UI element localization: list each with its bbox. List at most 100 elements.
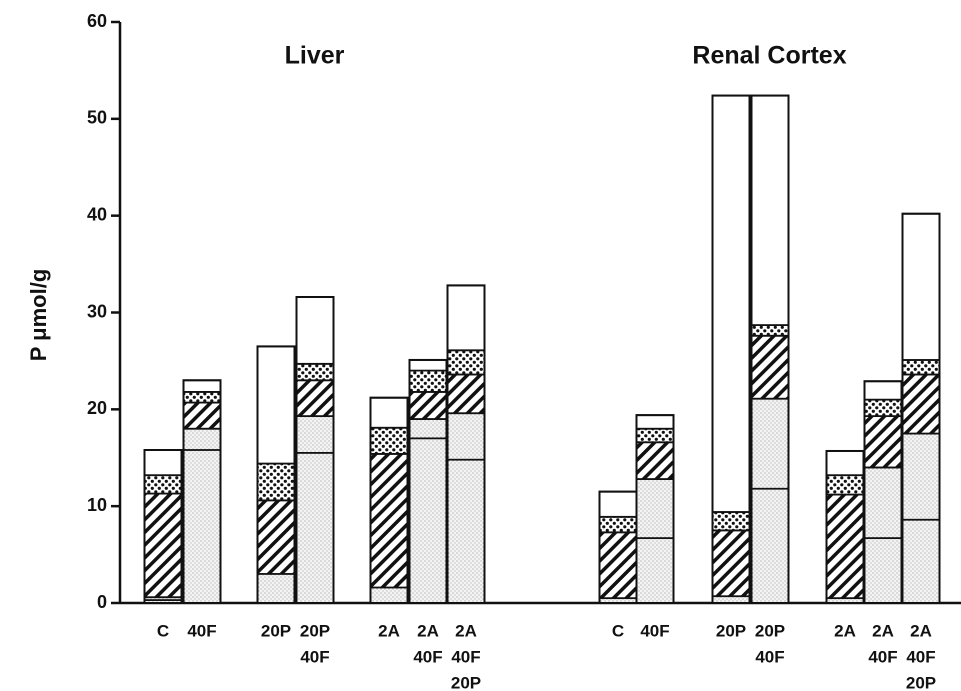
bar-segment [635,427,675,444]
bar-segment [825,474,865,496]
bar-segment [598,490,638,518]
x-tick-label: 20P [906,673,936,691]
bar-segment [408,369,448,393]
bar-segment [446,349,486,376]
bar-outline [750,94,790,605]
x-tick-label: 40F [868,647,897,666]
bar-outline [182,379,222,604]
bar-segment [369,426,409,455]
x-tick-label: 20P [716,621,746,640]
y-tick-label: 0 [97,592,107,612]
bar-segment [636,538,674,603]
bar-segment [144,600,182,603]
x-tick-label: 20P [261,621,291,640]
bar-segment [863,380,903,401]
bar-segment [446,284,486,352]
bar-outline [901,212,941,604]
x-tick-label: 2A [378,621,400,640]
x-tick-label: 2A [910,621,932,640]
bar-segment [863,466,903,540]
bar-segment [711,94,751,513]
bar-segment [750,324,790,337]
bar-segment [257,573,295,603]
bar-segment [635,441,675,480]
x-tick-label: 40F [413,647,442,666]
bar-outline [295,296,335,604]
bar-segment [369,396,409,429]
y-axis-label: P μmol/g [26,269,51,362]
bar-segment [256,462,296,502]
bar-segment [750,397,790,490]
x-tick-label: 20P [300,621,330,640]
y-tick-label: 20 [87,398,107,418]
bar-segment [711,529,751,598]
bar-segment [182,391,222,404]
bar-segment [635,414,675,430]
bar-segment [143,492,183,599]
y-tick-label: 30 [87,301,107,321]
x-tick-label: 40F [187,621,216,640]
bar-segment [901,212,941,361]
bar-segment [182,427,222,451]
bar-segment [863,398,903,418]
x-tick-label: 20P [451,673,481,691]
bar-segment [256,499,296,575]
bar-segment [446,412,486,461]
bar-segment [256,345,296,465]
bar-segment [409,438,447,603]
bar-segment [902,519,940,603]
y-tick-label: 40 [87,204,107,224]
bar-segment [143,474,183,495]
bar-segment [295,362,335,382]
x-tick-label: 2A [872,621,894,640]
x-tick-label: 20P [755,621,785,640]
bar-outline [635,414,675,605]
bar-segment [598,515,638,534]
bar-outline [256,345,296,604]
bar-segment [599,598,637,603]
bar-segment [598,531,638,600]
x-tick-label: 40F [451,647,480,666]
bar-segment [635,478,675,540]
bar-outline [143,449,183,604]
bar-segment [901,373,941,435]
bar-segment [408,359,448,372]
bar-segment [408,418,448,440]
bar-segment [446,373,486,415]
bar-segment [863,415,903,469]
y-tick-label: 10 [87,495,107,515]
bar-segment [370,587,408,603]
bar-segment [295,379,335,418]
x-tick-label: 2A [455,621,477,640]
bar-segment [825,493,865,600]
x-tick-label: 2A [834,621,856,640]
group-title: Liver [285,42,345,70]
y-tick-label: 50 [87,108,107,128]
bar-segment [826,598,864,603]
bar-segment [751,488,789,603]
y-tick-label: 60 [87,11,107,31]
bar-segment [711,511,751,532]
bar-segment [295,415,335,454]
bar-outline [446,284,486,604]
x-tick-label: 40F [640,621,669,640]
bar-segment [750,94,790,326]
x-tick-label: 40F [755,647,784,666]
x-tick-label: C [612,621,624,640]
bar-segment [369,452,409,589]
bar-segment [825,450,865,477]
x-tick-label: 40F [906,647,935,666]
bar-segment [901,359,941,376]
group-title: Renal Cortex [692,42,846,70]
bar-segment [182,379,222,393]
bar-segment [750,334,790,400]
bar-segment [182,401,222,430]
bar-segment [864,538,902,603]
bar-segment [408,391,448,420]
x-tick-label: 2A [417,621,439,640]
x-tick-label: C [157,621,169,640]
bar-outline [369,396,409,605]
x-tick-label: 40F [300,647,329,666]
bar-segment [447,459,485,603]
